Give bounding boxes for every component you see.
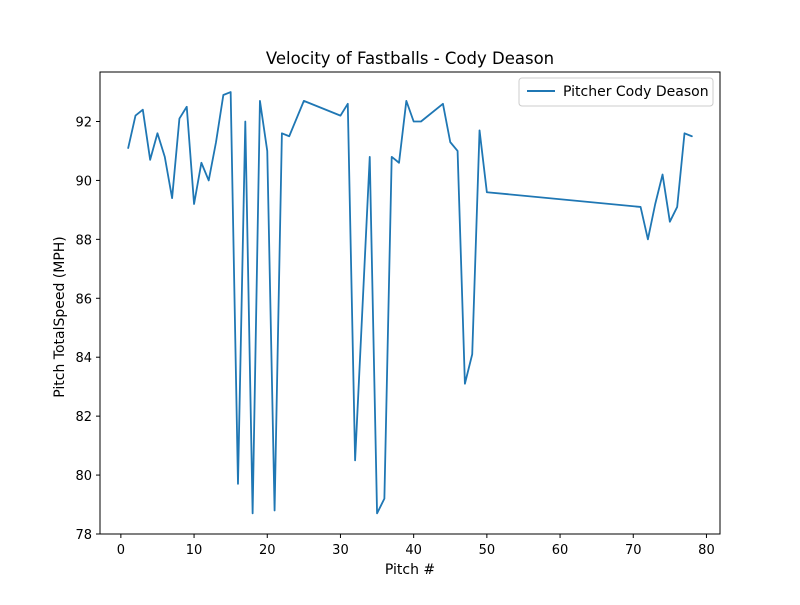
x-tick-label: 50 [479,543,496,558]
x-tick-label: 70 [625,543,642,558]
y-axis: 78 80 82 84 86 88 90 92 [75,116,100,543]
y-axis-label: Pitch TotalSpeed (MPH) [52,236,68,398]
x-axis: 0 10 20 30 40 50 60 70 80 [117,534,715,558]
y-tick-label: 82 [75,410,92,425]
x-tick-label: 30 [332,543,349,558]
y-tick-label: 84 [75,351,92,366]
chart-title: Velocity of Fastballs - Cody Deason [266,49,554,68]
legend: Pitcher Cody Deason [518,77,714,107]
x-tick-label: 40 [405,543,422,558]
x-tick-label: 0 [117,543,125,558]
plot-area [127,91,693,515]
x-tick-label: 10 [186,543,203,558]
legend-label: Pitcher Cody Deason [563,84,709,100]
y-tick-label: 78 [75,528,92,543]
y-tick-label: 80 [75,469,92,484]
x-axis-label: Pitch # [385,562,435,578]
series-line [127,91,693,515]
plot-frame [99,71,721,535]
y-tick-label: 92 [75,116,92,131]
x-tick-label: 60 [552,543,569,558]
y-tick-label: 90 [75,174,92,189]
x-tick-label: 80 [698,543,715,558]
x-tick-label: 20 [259,543,276,558]
y-tick-label: 86 [75,292,92,307]
legend-box [518,77,714,107]
y-tick-label: 88 [75,233,92,248]
